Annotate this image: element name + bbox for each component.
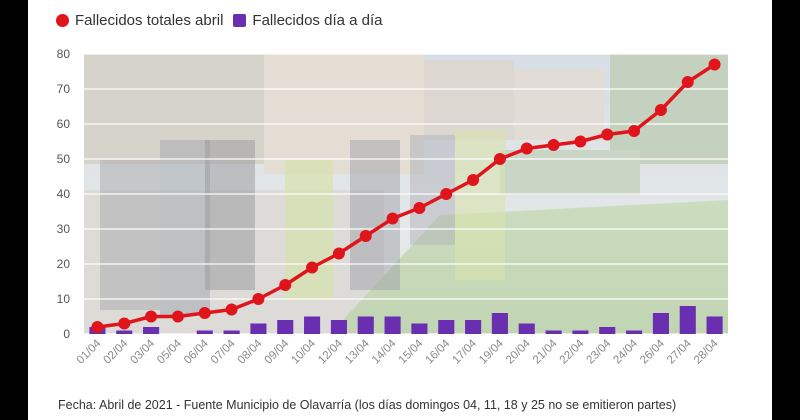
- bar: [411, 323, 428, 334]
- line-point: [654, 104, 667, 116]
- x-tick-label: 03/04: [128, 337, 157, 366]
- y-tick-label: 0: [63, 327, 70, 341]
- x-tick-label: 08/04: [236, 337, 265, 366]
- bar: [572, 330, 589, 334]
- line-point: [574, 135, 587, 148]
- x-tick-label: 22/04: [558, 337, 587, 366]
- x-tick-label: 07/04: [209, 337, 238, 366]
- bar: [357, 316, 374, 334]
- bar: [116, 330, 133, 334]
- x-tick-label: 19/04: [477, 337, 506, 366]
- x-tick-label: 20/04: [504, 337, 533, 366]
- bar: [599, 327, 616, 334]
- y-tick-label: 40: [57, 187, 71, 201]
- line-point: [359, 230, 372, 242]
- x-tick-label: 15/04: [397, 337, 426, 366]
- y-tick-label: 60: [57, 117, 71, 131]
- x-tick-label: 06/04: [182, 337, 211, 366]
- right-black-border: [772, 0, 800, 420]
- line-point: [306, 261, 319, 274]
- bar: [626, 330, 643, 334]
- line-point: [493, 153, 506, 165]
- line-point: [252, 293, 265, 305]
- x-tick-label: 14/04: [370, 337, 399, 366]
- line-point: [413, 202, 426, 214]
- line-point: [118, 317, 131, 330]
- bar: [491, 313, 508, 334]
- source-footnote: Fecha: Abril de 2021 - Fuente Municipio …: [58, 398, 677, 412]
- line-point: [279, 279, 292, 291]
- line-point: [708, 58, 721, 71]
- grid-lines: [84, 53, 728, 335]
- chart-legend: Fallecidos totales abril Fallecidos día …: [56, 8, 382, 32]
- y-tick-label: 30: [57, 222, 71, 236]
- bar: [706, 316, 723, 334]
- legend-item-line[interactable]: Fallecidos totales abril: [56, 12, 223, 29]
- line-points: [91, 58, 721, 333]
- bar: [518, 323, 535, 334]
- bar: [384, 316, 401, 334]
- bar-series: [89, 306, 723, 334]
- x-tick-label: 26/04: [638, 337, 667, 366]
- line-point: [547, 139, 560, 151]
- x-tick-label: 21/04: [531, 337, 560, 366]
- bar: [652, 313, 669, 334]
- y-tick-label: 20: [57, 257, 71, 271]
- line-point: [198, 307, 211, 319]
- left-black-border: [0, 0, 28, 420]
- y-tick-label: 50: [57, 152, 71, 166]
- y-axis: 0 10 20 30 40 50 60 70 80: [57, 47, 71, 341]
- legend-line-label: Fallecidos totales abril: [75, 11, 224, 29]
- x-tick-label: 13/04: [343, 337, 372, 366]
- line-point: [628, 125, 641, 137]
- legend-bar-swatch: [233, 13, 247, 27]
- line-point: [467, 174, 480, 186]
- legend-bar-label: Fallecidos día a día: [252, 11, 383, 29]
- line-point: [386, 212, 399, 225]
- line-point: [91, 321, 104, 333]
- line-point: [145, 310, 158, 323]
- line-point: [225, 303, 238, 316]
- bar: [223, 330, 240, 334]
- line-point: [520, 142, 533, 155]
- line-point: [332, 247, 345, 260]
- x-axis: 01/0402/0403/0405/0406/0407/0408/0409/04…: [75, 337, 721, 366]
- y-tick-label: 80: [57, 47, 71, 61]
- y-tick-label: 70: [57, 82, 71, 96]
- x-tick-label: 02/04: [102, 337, 131, 366]
- line-point: [440, 188, 453, 200]
- x-tick-label: 24/04: [611, 337, 640, 366]
- legend-line-swatch: [56, 13, 69, 27]
- x-tick-label: 05/04: [155, 337, 184, 366]
- bar: [465, 320, 482, 334]
- bar: [438, 320, 455, 334]
- line-point: [601, 128, 614, 141]
- bar: [143, 327, 160, 334]
- bar: [304, 316, 321, 334]
- x-tick-label: 17/04: [450, 337, 479, 366]
- x-tick-label: 23/04: [585, 337, 614, 366]
- x-tick-label: 27/04: [665, 337, 694, 366]
- line-point: [171, 310, 184, 323]
- bar: [330, 320, 347, 334]
- x-tick-label: 10/04: [289, 337, 318, 366]
- x-tick-label: 16/04: [424, 337, 453, 366]
- y-tick-label: 10: [57, 292, 71, 306]
- x-tick-label: 12/04: [316, 337, 345, 366]
- bar: [250, 323, 267, 334]
- line-point: [681, 76, 694, 88]
- bar: [196, 330, 213, 334]
- legend-item-bar[interactable]: Fallecidos día a día: [233, 12, 382, 29]
- bar: [277, 320, 294, 334]
- bar: [679, 306, 696, 334]
- x-tick-label: 28/04: [692, 337, 721, 366]
- x-tick-label: 09/04: [263, 337, 292, 366]
- x-tick-label: 01/04: [75, 337, 104, 366]
- bar: [545, 330, 562, 334]
